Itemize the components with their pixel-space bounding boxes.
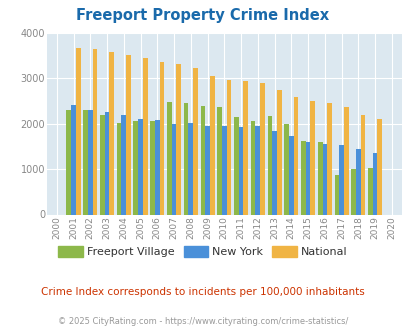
Bar: [322, 144, 326, 214]
Bar: [176, 64, 181, 214]
Bar: [222, 126, 226, 214]
Bar: [272, 131, 276, 214]
Bar: [226, 80, 231, 214]
Bar: [255, 125, 260, 214]
Bar: [159, 62, 164, 215]
Bar: [238, 127, 243, 214]
Bar: [377, 119, 381, 214]
Bar: [76, 49, 80, 214]
Bar: [360, 115, 364, 214]
Text: © 2025 CityRating.com - https://www.cityrating.com/crime-statistics/: © 2025 CityRating.com - https://www.city…: [58, 317, 347, 326]
Legend: Freeport Village, New York, National: Freeport Village, New York, National: [53, 242, 352, 262]
Bar: [205, 126, 209, 214]
Bar: [109, 51, 114, 214]
Bar: [200, 106, 205, 214]
Bar: [171, 124, 176, 214]
Text: Crime Index corresponds to incidents per 100,000 inhabitants: Crime Index corresponds to incidents per…: [41, 287, 364, 297]
Bar: [310, 101, 314, 214]
Bar: [260, 83, 264, 214]
Bar: [166, 102, 171, 214]
Bar: [83, 110, 88, 214]
Bar: [100, 115, 104, 214]
Bar: [267, 116, 272, 214]
Bar: [284, 124, 288, 214]
Bar: [155, 120, 159, 214]
Bar: [301, 141, 305, 214]
Bar: [317, 142, 322, 214]
Bar: [326, 103, 331, 214]
Bar: [339, 145, 343, 214]
Bar: [350, 169, 355, 214]
Bar: [288, 136, 293, 214]
Bar: [143, 58, 147, 214]
Bar: [183, 103, 188, 214]
Bar: [209, 76, 214, 214]
Bar: [372, 153, 377, 215]
Bar: [243, 81, 247, 214]
Bar: [334, 175, 339, 214]
Bar: [92, 50, 97, 214]
Bar: [343, 107, 348, 214]
Bar: [217, 107, 222, 214]
Bar: [133, 121, 138, 214]
Bar: [121, 115, 126, 214]
Bar: [305, 142, 310, 214]
Bar: [71, 105, 76, 214]
Bar: [193, 68, 197, 214]
Bar: [188, 123, 193, 214]
Bar: [293, 97, 298, 214]
Bar: [150, 121, 155, 214]
Bar: [276, 90, 281, 214]
Bar: [66, 110, 71, 214]
Bar: [104, 113, 109, 214]
Bar: [250, 121, 255, 214]
Bar: [117, 123, 121, 214]
Bar: [138, 119, 143, 214]
Text: Freeport Property Crime Index: Freeport Property Crime Index: [76, 8, 329, 23]
Bar: [233, 117, 238, 214]
Bar: [367, 168, 372, 214]
Bar: [355, 149, 360, 214]
Bar: [88, 110, 92, 214]
Bar: [126, 55, 130, 214]
